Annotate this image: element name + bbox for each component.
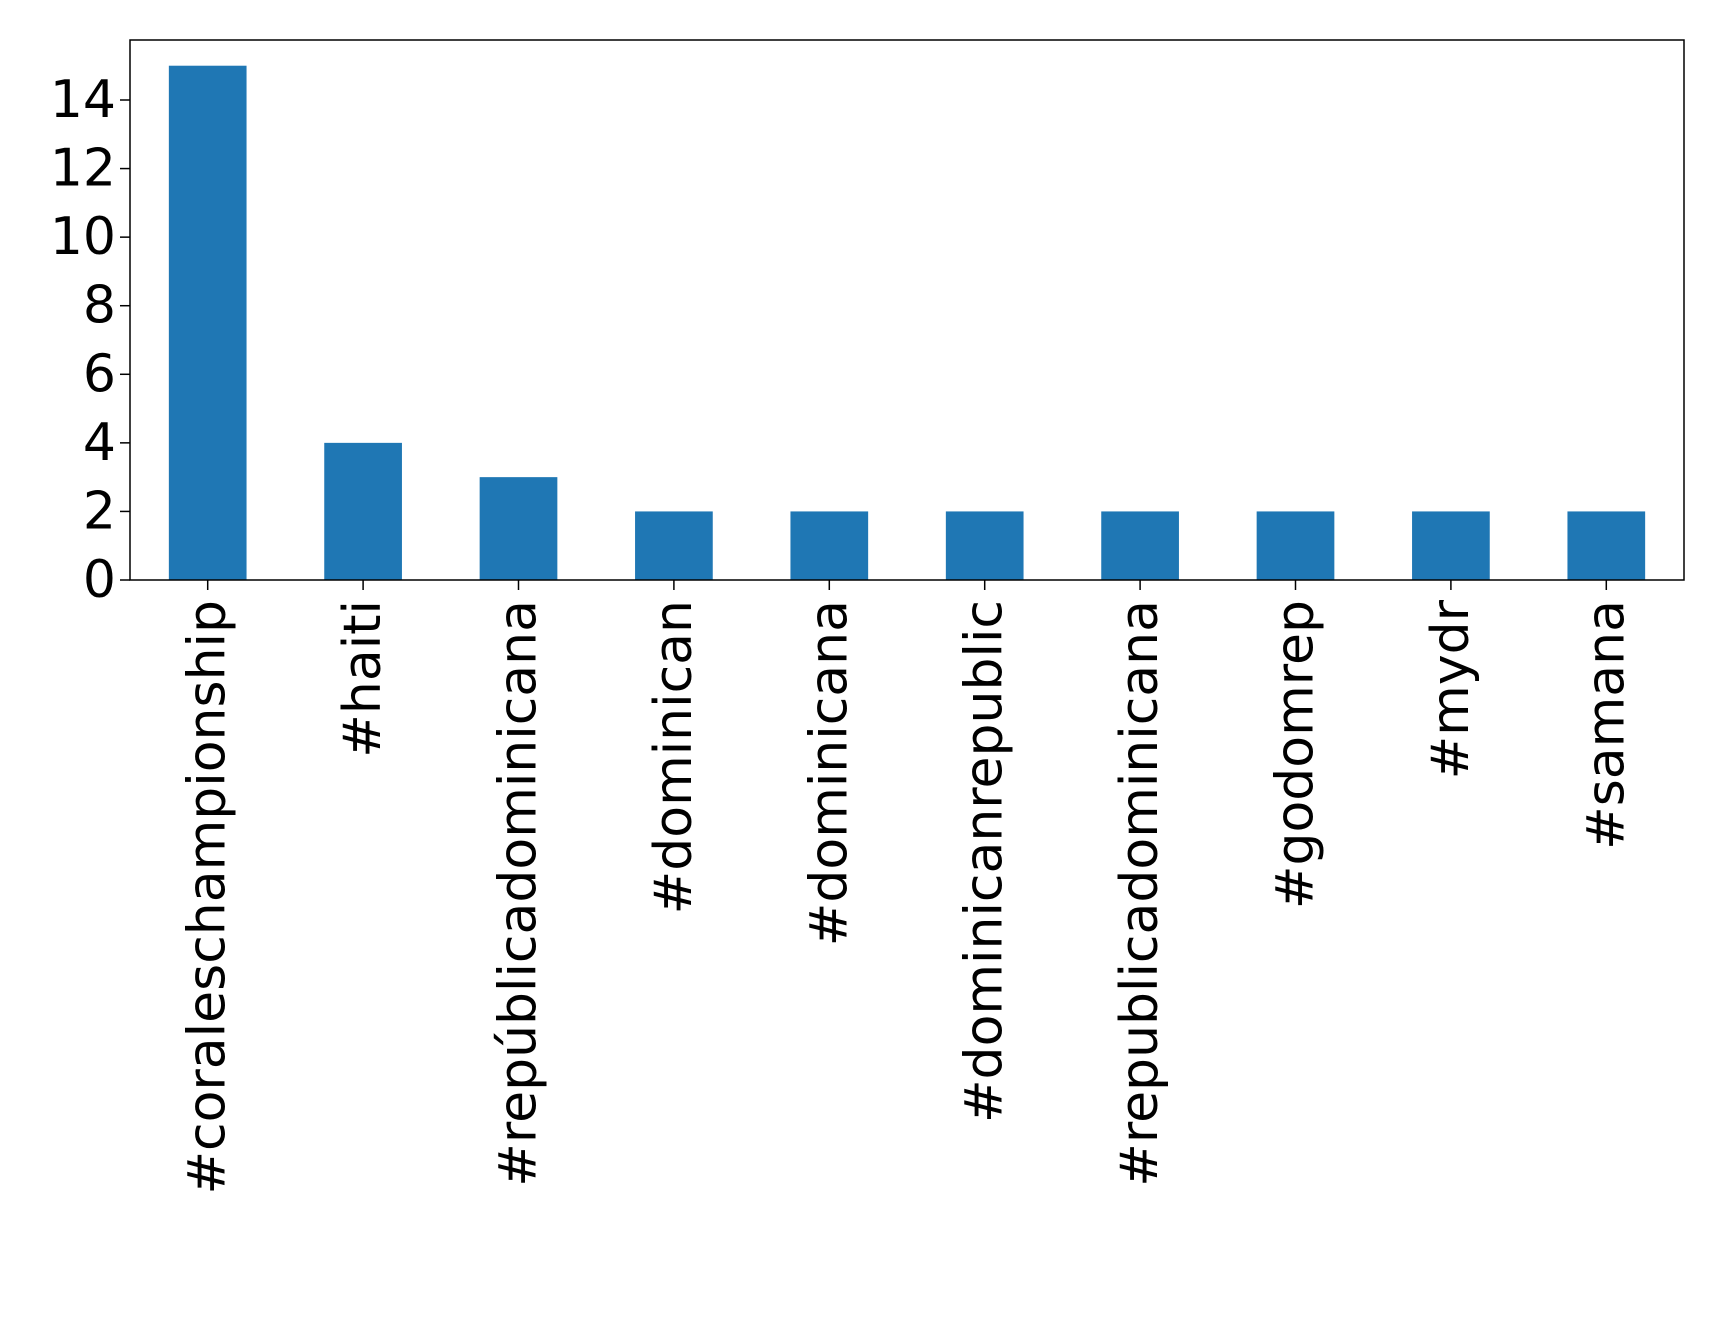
x-tick-label-2: #repúblicadominicana <box>489 600 549 1187</box>
x-tick-label-0: #coraleschampionship <box>178 600 238 1195</box>
y-axis: 0 2 4 6 8 10 12 14 <box>50 70 130 610</box>
y-tick-label-5: 10 <box>50 207 116 267</box>
bars-group <box>168 65 1646 580</box>
bar-1 <box>324 442 402 580</box>
bar-6 <box>1101 511 1179 580</box>
y-tick-label-6: 12 <box>50 139 116 199</box>
x-tick-label-4: #dominicana <box>799 600 859 946</box>
bar-8 <box>1412 511 1490 580</box>
x-tick-label-6: #republicadominicana <box>1110 600 1170 1187</box>
bar-9 <box>1567 511 1646 580</box>
bar-7 <box>1256 511 1335 580</box>
y-tick-label-0: 0 <box>83 550 116 610</box>
bar-2 <box>479 477 558 580</box>
x-tick-label-9: #samana <box>1576 600 1636 850</box>
y-tick-label-1: 2 <box>83 481 116 541</box>
bar-5 <box>945 511 1024 580</box>
y-tick-label-7: 14 <box>50 70 116 130</box>
y-tick-label-2: 4 <box>83 413 116 473</box>
x-tick-label-8: #mydr <box>1421 599 1481 779</box>
x-tick-label-3: #dominican <box>644 600 704 914</box>
bar-4 <box>790 511 869 580</box>
x-tick-label-7: #godomrep <box>1266 600 1326 909</box>
x-tick-label-5: #dominicanrepublic <box>955 600 1015 1123</box>
x-axis: #coraleschampionship #haiti #repúblicadomi… <box>178 580 1636 1195</box>
bar-3 <box>635 511 713 580</box>
y-tick-label-3: 6 <box>83 344 116 404</box>
plot-frame <box>129 39 1685 581</box>
bar-0 <box>168 65 247 580</box>
y-tick-label-4: 8 <box>83 276 116 336</box>
x-tick-label-1: #haiti <box>333 600 393 758</box>
